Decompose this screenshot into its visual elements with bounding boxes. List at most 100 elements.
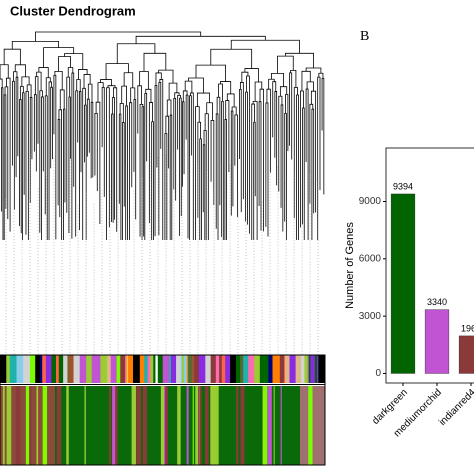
module-stripe bbox=[243, 355, 249, 383]
module-stripe bbox=[110, 355, 117, 383]
module-stripe bbox=[86, 355, 93, 383]
row-stripe bbox=[240, 386, 245, 465]
row-stripe bbox=[186, 386, 189, 465]
module-stripe bbox=[144, 355, 149, 383]
module-stripe bbox=[103, 355, 107, 383]
module-stripe bbox=[183, 355, 188, 383]
module-stripe bbox=[272, 355, 277, 383]
module-stripe bbox=[58, 355, 64, 383]
value-label: 3340 bbox=[427, 297, 447, 307]
module-stripe bbox=[73, 355, 81, 383]
module-stripe bbox=[308, 355, 311, 383]
module-stripe bbox=[275, 355, 281, 383]
module-stripe bbox=[295, 355, 302, 383]
module-stripe bbox=[198, 355, 206, 383]
bars-frame bbox=[0, 354, 326, 466]
module-stripe bbox=[180, 355, 183, 383]
row-stripe bbox=[280, 386, 282, 465]
row-stripe bbox=[66, 386, 69, 465]
row-stripe bbox=[164, 386, 168, 465]
bar bbox=[424, 309, 450, 374]
module-stripe bbox=[126, 355, 129, 383]
module-stripe bbox=[301, 355, 305, 383]
row-stripe bbox=[109, 386, 111, 465]
y-tick-label: 6000 bbox=[359, 253, 382, 264]
module-stripe bbox=[318, 355, 326, 383]
module-stripe bbox=[128, 355, 134, 383]
row-stripe bbox=[273, 386, 275, 465]
dendrogram-branches bbox=[0, 31, 325, 240]
row-stripe bbox=[199, 386, 202, 465]
module-stripe bbox=[188, 355, 193, 383]
module-stripe bbox=[63, 355, 68, 383]
bar bbox=[390, 193, 416, 374]
module-stripe bbox=[230, 355, 237, 383]
row-stripe bbox=[204, 386, 209, 465]
module-stripe bbox=[215, 355, 220, 383]
row-stripe bbox=[136, 386, 141, 465]
row-stripe bbox=[160, 386, 165, 465]
row-stripe bbox=[15, 386, 21, 465]
module-stripe bbox=[45, 355, 52, 383]
module-stripe bbox=[100, 355, 104, 383]
row-stripe bbox=[29, 386, 32, 465]
module-stripe bbox=[254, 355, 261, 383]
module-color-bars bbox=[0, 354, 326, 466]
module-stripe bbox=[79, 355, 87, 383]
row-stripe bbox=[198, 386, 200, 465]
plot-frame bbox=[385, 147, 474, 384]
module-stripe bbox=[304, 355, 308, 383]
module-stripe bbox=[221, 355, 226, 383]
module-stripe bbox=[67, 355, 69, 383]
row-stripe bbox=[56, 386, 62, 465]
module-stripe bbox=[120, 355, 126, 383]
module-stripe bbox=[96, 355, 101, 383]
module-stripe bbox=[225, 355, 231, 383]
module-stripe bbox=[279, 355, 285, 383]
module-stripe bbox=[264, 355, 269, 383]
module-stripe bbox=[268, 355, 273, 383]
module-stripe bbox=[153, 355, 156, 383]
panel-label: B bbox=[360, 29, 369, 44]
module-stripe bbox=[205, 355, 211, 383]
module-stripe bbox=[107, 355, 111, 383]
module-stripe bbox=[40, 355, 43, 383]
module-stripe bbox=[133, 355, 141, 383]
module-stripe bbox=[210, 355, 217, 383]
module-stripe bbox=[29, 355, 36, 383]
module-stripe bbox=[42, 355, 47, 383]
row-stripe bbox=[84, 386, 86, 465]
y-axis-label: Number of Genes bbox=[344, 222, 356, 309]
dendrogram bbox=[0, 31, 325, 355]
module-stripe bbox=[170, 355, 177, 383]
module-stripe bbox=[51, 355, 57, 383]
row-stripe bbox=[6, 386, 12, 465]
row-stripe bbox=[262, 386, 268, 465]
module-stripe bbox=[186, 355, 189, 383]
row-stripe bbox=[211, 386, 217, 465]
module-stripe bbox=[289, 355, 296, 383]
module-stripe bbox=[56, 355, 60, 383]
y-tick-label: 3000 bbox=[359, 311, 382, 322]
module-stripe bbox=[219, 355, 223, 383]
module-stripe bbox=[162, 355, 170, 383]
module-stripe bbox=[139, 355, 145, 383]
module-stripe bbox=[240, 355, 244, 383]
value-label: 9394 bbox=[393, 181, 413, 191]
module-stripe bbox=[169, 355, 172, 383]
row-stripe bbox=[114, 386, 118, 465]
x-tick-label: indianred4 bbox=[437, 387, 474, 428]
row-stripe bbox=[192, 386, 194, 465]
module-stripe bbox=[248, 355, 255, 383]
row-stripe bbox=[25, 386, 30, 465]
y-tick-label: 9000 bbox=[359, 196, 382, 207]
row-stripe bbox=[142, 386, 147, 465]
module-stripe bbox=[285, 355, 290, 383]
module-stripe bbox=[157, 355, 164, 383]
module-stripe bbox=[16, 355, 24, 383]
module-stripe bbox=[194, 355, 200, 383]
bar-chart: Number of Genes0300060009000darkgreen939… bbox=[344, 147, 474, 439]
bar bbox=[458, 335, 474, 374]
module-stripe bbox=[0, 355, 7, 383]
module-stripe bbox=[155, 355, 159, 383]
